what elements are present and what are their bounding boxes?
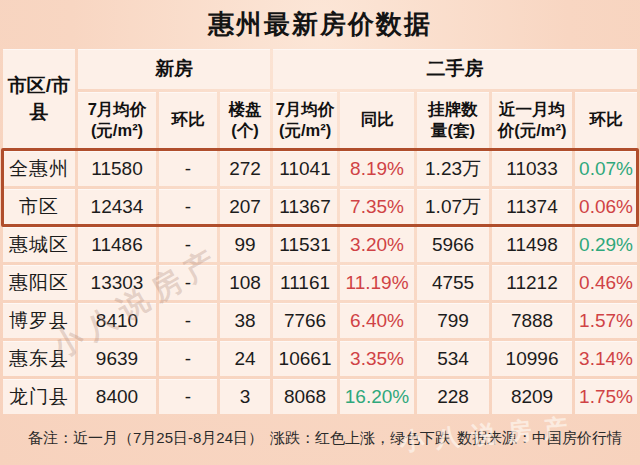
- mom-cell: 0.29%: [575, 227, 637, 262]
- month-avg-cell: 11498: [492, 227, 572, 262]
- month-avg-cell: 8209: [492, 379, 572, 414]
- table-row: 博罗县 8410 - 38 7766 6.40% 799 7888 1.57%: [3, 303, 637, 338]
- month-avg-cell: 11033: [492, 151, 572, 186]
- group-header-used-homes: 二手房: [273, 49, 637, 89]
- region-cell: 博罗县: [3, 303, 75, 338]
- yoy-cell: 3.35%: [340, 341, 414, 376]
- column-header-new-avg-price: 7月均价 (元/m²): [78, 92, 156, 148]
- listings-cell: 1.07万: [417, 189, 489, 224]
- listings-cell: 534: [417, 341, 489, 376]
- region-cell: 惠东县: [3, 341, 75, 376]
- new-price-cell: 11486: [78, 227, 156, 262]
- price-table: 市区/市 县 新房 二手房 7月均价 (元/m²) 环比 楼盘 (个) 7月均价…: [0, 46, 640, 417]
- new-mom-cell: -: [159, 341, 217, 376]
- footer-legend: 涨跌：红色上涨，绿色下跌: [270, 429, 450, 448]
- projects-cell: 207: [220, 189, 270, 224]
- region-cell: 全惠州: [3, 151, 75, 186]
- used-price-cell: 11367: [273, 189, 337, 224]
- yoy-cell: 7.35%: [340, 189, 414, 224]
- new-price-cell: 12434: [78, 189, 156, 224]
- column-header-mom: 环比: [575, 92, 637, 148]
- month-avg-cell: 7888: [492, 303, 572, 338]
- footer-source: 数据来源：中国房价行情: [457, 429, 622, 448]
- table-row: 惠东县 9639 - 24 10661 3.35% 534 10996 3.14…: [3, 341, 637, 376]
- region-cell: 市区: [3, 189, 75, 224]
- yoy-cell: 11.19%: [340, 265, 414, 300]
- projects-cell: 272: [220, 151, 270, 186]
- region-cell: 惠阳区: [3, 265, 75, 300]
- projects-cell: 3: [220, 379, 270, 414]
- new-price-cell: 8400: [78, 379, 156, 414]
- yoy-cell: 3.20%: [340, 227, 414, 262]
- column-header-projects: 楼盘 (个): [220, 92, 270, 148]
- table-body: 市区/市 县 新房 二手房 7月均价 (元/m²) 环比 楼盘 (个) 7月均价…: [3, 49, 637, 414]
- mom-cell: 3.14%: [575, 341, 637, 376]
- listings-cell: 799: [417, 303, 489, 338]
- projects-cell: 38: [220, 303, 270, 338]
- table-row: 惠阳区 13303 - 108 11161 11.19% 4755 11212 …: [3, 265, 637, 300]
- listings-cell: 1.23万: [417, 151, 489, 186]
- new-mom-cell: -: [159, 151, 217, 186]
- footer: 备注：近一月（7月25日-8月24日） 涨跌：红色上涨，绿色下跌 数据来源：中国…: [0, 417, 640, 465]
- used-price-cell: 8068: [273, 379, 337, 414]
- column-header-new-mom: 环比: [159, 92, 217, 148]
- table-row: 全惠州 11580 - 272 11041 8.19% 1.23万 11033 …: [3, 151, 637, 186]
- used-price-cell: 11161: [273, 265, 337, 300]
- used-price-cell: 7766: [273, 303, 337, 338]
- table-row: 龙门县 8400 - 3 8068 16.20% 228 8209 1.75%: [3, 379, 637, 414]
- yoy-cell: 6.40%: [340, 303, 414, 338]
- new-mom-cell: -: [159, 303, 217, 338]
- infographic-root: 惠州最新房价数据 市区/市 县 新房 二手房 7月均价 (元/m²) 环比 楼盘…: [0, 0, 640, 465]
- yoy-cell: 16.20%: [340, 379, 414, 414]
- new-price-cell: 9639: [78, 341, 156, 376]
- projects-cell: 108: [220, 265, 270, 300]
- column-header-yoy: 同比: [340, 92, 414, 148]
- used-price-cell: 10661: [273, 341, 337, 376]
- mom-cell: 1.57%: [575, 303, 637, 338]
- mom-cell: 0.07%: [575, 151, 637, 186]
- mom-cell: 1.75%: [575, 379, 637, 414]
- new-price-cell: 8410: [78, 303, 156, 338]
- new-price-cell: 13303: [78, 265, 156, 300]
- mom-cell: 0.06%: [575, 189, 637, 224]
- region-cell: 惠城区: [3, 227, 75, 262]
- group-header-row: 市区/市 县 新房 二手房: [3, 49, 637, 89]
- column-header-region: 市区/市 县: [3, 49, 75, 148]
- page-title: 惠州最新房价数据: [0, 0, 640, 46]
- sub-header-row: 7月均价 (元/m²) 环比 楼盘 (个) 7月均价 (元/m²) 同比 挂牌数…: [3, 92, 637, 148]
- footer-note: 备注：近一月（7月25日-8月24日）: [28, 429, 263, 448]
- table-row: 惠城区 11486 - 99 11531 3.20% 5966 11498 0.…: [3, 227, 637, 262]
- listings-cell: 5966: [417, 227, 489, 262]
- new-mom-cell: -: [159, 227, 217, 262]
- month-avg-cell: 11212: [492, 265, 572, 300]
- projects-cell: 24: [220, 341, 270, 376]
- column-header-listings: 挂牌数 量(套): [417, 92, 489, 148]
- yoy-cell: 8.19%: [340, 151, 414, 186]
- group-header-new-homes: 新房: [78, 49, 270, 89]
- used-price-cell: 11041: [273, 151, 337, 186]
- column-header-used-avg-price: 7月均价 (元/m²): [273, 92, 337, 148]
- projects-cell: 99: [220, 227, 270, 262]
- listings-cell: 4755: [417, 265, 489, 300]
- table-row: 市区 12434 - 207 11367 7.35% 1.07万 11374 0…: [3, 189, 637, 224]
- column-header-month-avg-price: 近一月均 价(元/m²): [492, 92, 572, 148]
- month-avg-cell: 11374: [492, 189, 572, 224]
- listings-cell: 228: [417, 379, 489, 414]
- new-mom-cell: -: [159, 265, 217, 300]
- new-mom-cell: -: [159, 189, 217, 224]
- region-cell: 龙门县: [3, 379, 75, 414]
- mom-cell: 0.46%: [575, 265, 637, 300]
- month-avg-cell: 10996: [492, 341, 572, 376]
- new-price-cell: 11580: [78, 151, 156, 186]
- new-mom-cell: -: [159, 379, 217, 414]
- used-price-cell: 11531: [273, 227, 337, 262]
